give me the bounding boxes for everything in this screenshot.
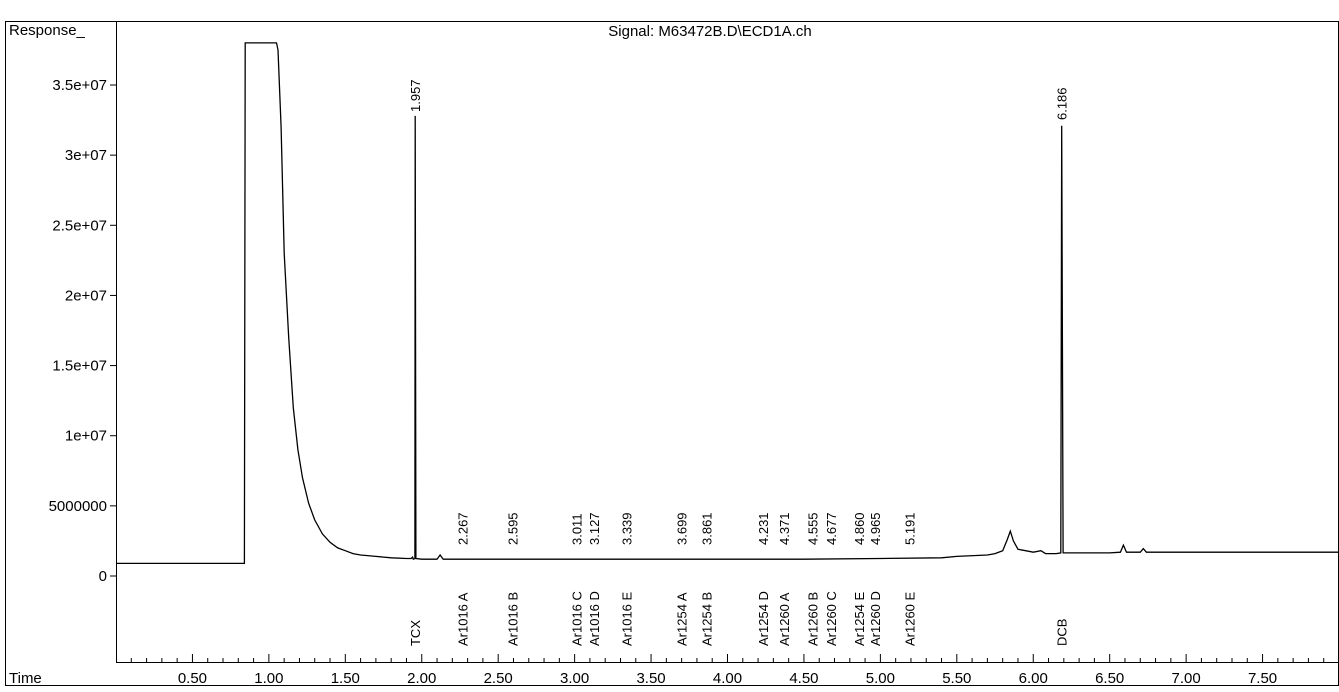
peak-label: 1.957 (408, 79, 423, 112)
x-tick-label: 4.50 (789, 670, 818, 687)
y-tick-label: 2e+07 (65, 287, 107, 304)
peak-label: 3.339 (619, 512, 634, 545)
compound-label: Ar1260 A (777, 592, 792, 646)
compound-label: DCB (1055, 619, 1070, 646)
compound-label: Ar1254 E (852, 591, 867, 646)
x-tick-label: 7.00 (1172, 670, 1201, 687)
peak-label: 4.555 (805, 512, 820, 545)
compound-label: Ar1260 B (805, 592, 820, 646)
compound-label: TCX (408, 620, 423, 646)
peak-label: 3.861 (699, 512, 714, 545)
compound-label: Ar1260 E (903, 591, 918, 646)
compound-label: Ar1016 A (456, 592, 471, 646)
compound-label: Ar1016 E (619, 591, 634, 646)
compound-label: Ar1260 D (868, 591, 883, 646)
peak-label: 4.231 (756, 512, 771, 545)
x-tick-label: 3.00 (560, 670, 589, 687)
y-tick-label: 3.5e+07 (52, 77, 107, 94)
peak-label: 6.186 (1055, 87, 1070, 120)
compound-label: Ar1260 C (824, 591, 839, 646)
signal-line (116, 42, 1339, 565)
compound-label: Ar1016 B (506, 592, 521, 646)
peak-label: 2.267 (456, 512, 471, 545)
peak-label: 5.191 (903, 512, 918, 545)
compound-label: Ar1254 D (756, 591, 771, 646)
chart-title: Signal: M63472B.D\ECD1A.ch (608, 23, 811, 40)
y-tick-label: 3e+07 (65, 147, 107, 164)
y-tick-label: 0 (99, 568, 107, 585)
peak-label: 3.127 (587, 512, 602, 545)
x-tick-label: 2.50 (484, 670, 513, 687)
y-tick-label: 5000000 (49, 498, 107, 515)
chart-frame (5, 21, 1339, 686)
y-tick-label: 1.5e+07 (52, 358, 107, 375)
compound-label: Ar1254 A (674, 592, 689, 646)
compound-label: Ar1016 D (587, 591, 602, 646)
compound-labels: TCX Ar1016 A Ar1016 B Ar1016 C Ar1016 D Ar101… (408, 591, 1070, 646)
peak-label: 3.011 (569, 513, 584, 545)
x-tick-label: 2.00 (407, 670, 436, 687)
compound-label: Ar1016 C (569, 591, 584, 646)
x-axis-label: Time (9, 670, 42, 687)
x-tick-label: 5.50 (942, 670, 971, 687)
peak-label: 4.860 (852, 512, 867, 545)
x-ticks: 0.50 1.00 1.50 2.00 2.50 3.00 3.50 4.00 4.50 5.00… (130, 654, 1325, 687)
y-tick-label: 2.5e+07 (52, 217, 107, 234)
compound-label: Ar1254 B (699, 592, 714, 646)
peak-label: 4.677 (824, 512, 839, 545)
x-tick-label: 4.00 (713, 670, 742, 687)
peak-label: 3.699 (674, 512, 689, 545)
series-layer (116, 42, 1339, 565)
y-tick-label: 1e+07 (65, 428, 107, 445)
x-tick-label: 7.50 (1248, 670, 1277, 687)
x-tick-label: 6.00 (1019, 670, 1048, 687)
x-tick-label: 0.50 (178, 670, 207, 687)
x-tick-label: 1.50 (331, 670, 360, 687)
x-tick-label: 6.50 (1095, 670, 1124, 687)
peak-labels: 1.957 2.267 2.595 3.011 3.127 3.339 3.699 3.861… (408, 79, 1070, 545)
y-axis-label: Response_ (9, 22, 86, 39)
y-ticks: 0 5000000 1e+07 1.5e+07 2e+07 2.5e+07 3e+07 3.5… (49, 77, 116, 585)
peak-label: 4.965 (868, 512, 883, 545)
x-tick-label: 5.00 (866, 670, 895, 687)
peak-label: 2.595 (506, 512, 521, 545)
peak-label: 4.371 (777, 512, 792, 545)
x-tick-label: 1.00 (254, 670, 283, 687)
x-tick-label: 3.50 (636, 670, 665, 687)
